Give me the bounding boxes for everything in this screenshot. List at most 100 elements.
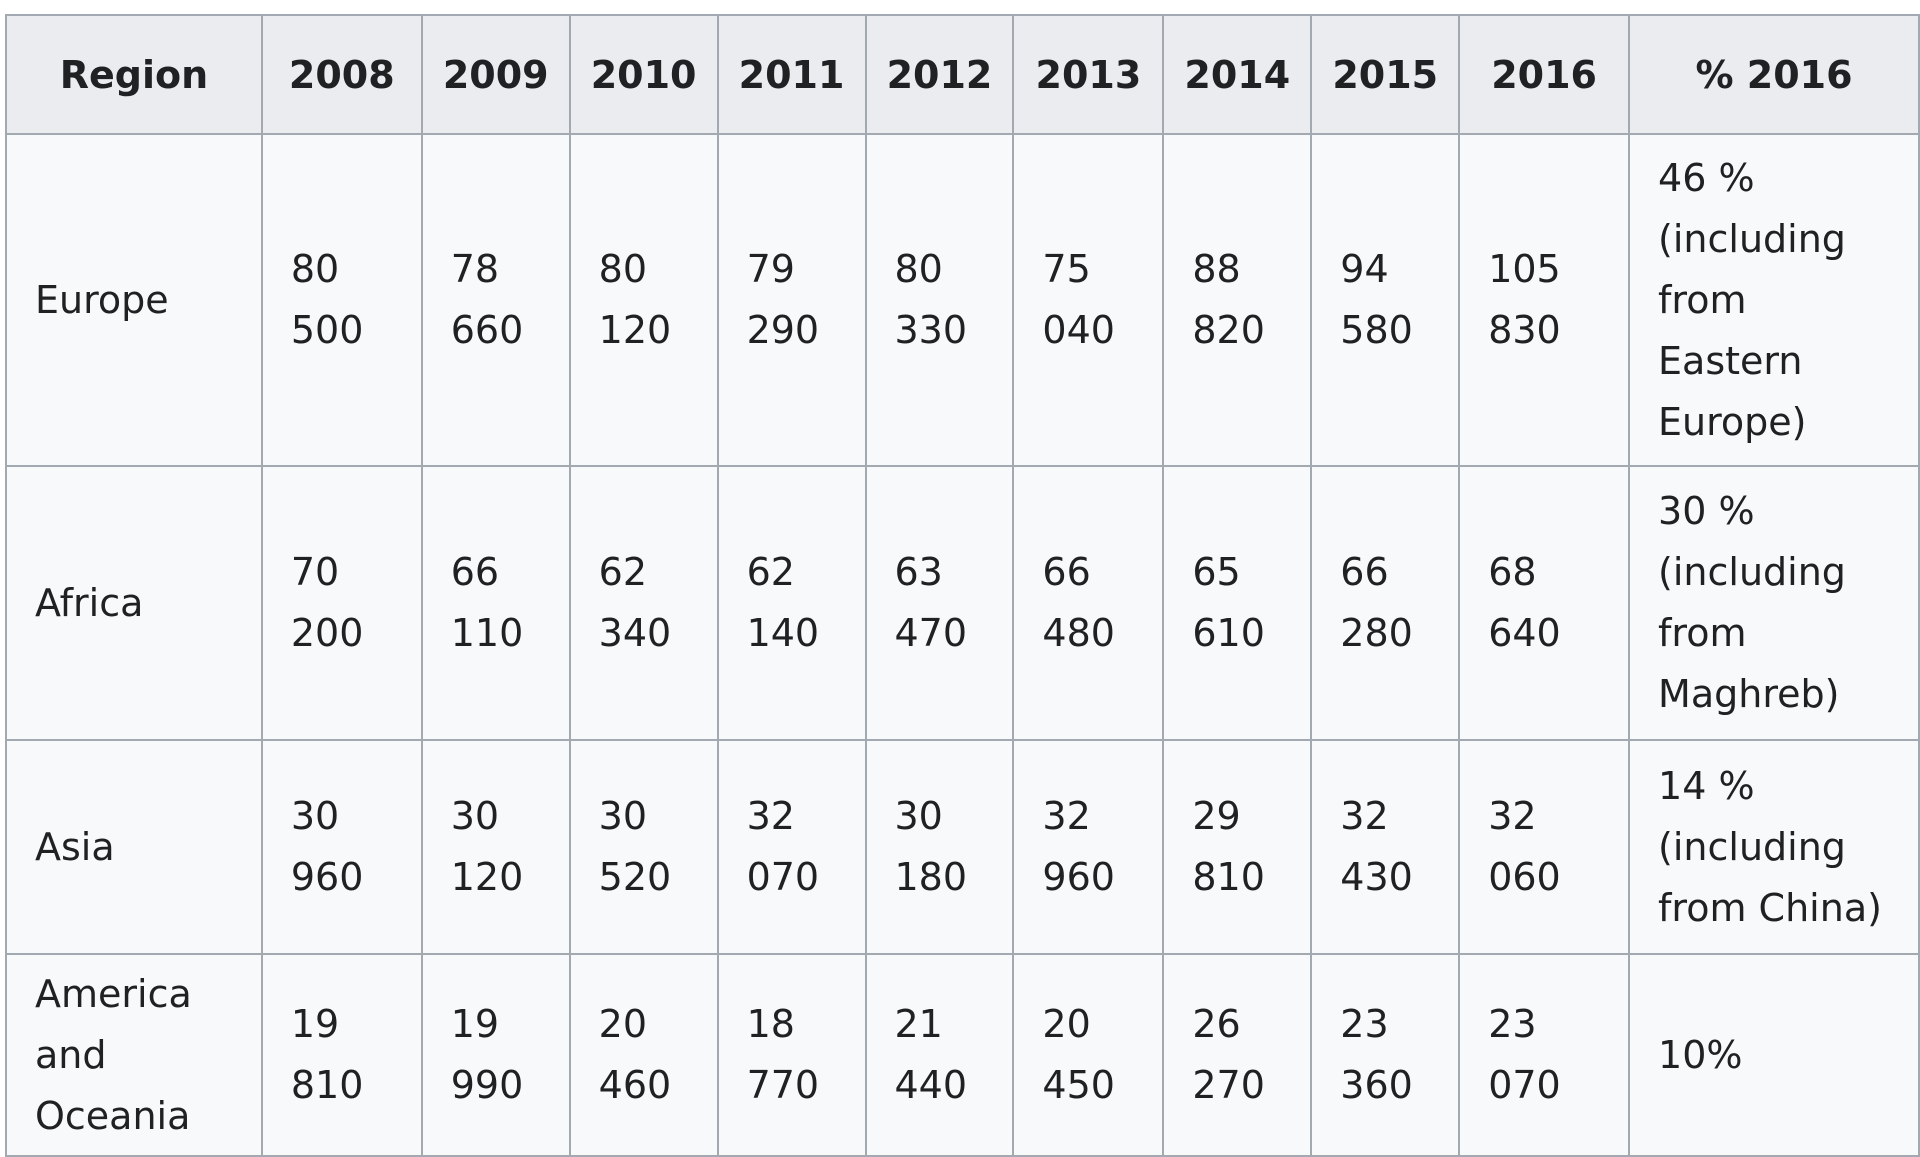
value-cell: 26 270 [1162,953,1313,1157]
region-cell: America and Oceania [5,953,263,1157]
region-label: Europe [35,277,169,322]
header-row: Region 2008 2009 2010 2011 2012 2013 201… [5,14,1920,135]
value-cell: 66 280 [1310,465,1461,741]
value-cell: 78 660 [420,133,571,467]
value-cell: 30 960 [260,739,423,955]
value-cell: 23 360 [1310,953,1461,1157]
value-cell: 20 460 [568,953,719,1157]
region-cell: Europe [5,133,263,467]
value-text: 21 440 [894,1002,968,1107]
region-cell: Africa [5,465,263,741]
value-text: 75 040 [1042,247,1115,352]
value-cell: 62 340 [568,465,719,741]
value-text: 19 810 [290,1002,364,1107]
header-cell-2016: 2016 [1458,14,1631,135]
value-cell: 63 470 [864,465,1015,741]
value-text: 26 270 [1192,1002,1265,1107]
header-cell-2009: 2009 [420,14,571,135]
value-text: 63 470 [894,550,968,655]
value-cell: 30 180 [864,739,1015,955]
share-cell: 46 % (including from Eastern Europe) [1628,133,1920,467]
header-cell-2014: 2014 [1162,14,1313,135]
value-cell: 32 960 [1012,739,1165,955]
table-body: Europe 80 500 78 660 80 120 79 290 80 33… [5,133,1920,1157]
value-text: 65 610 [1192,550,1265,655]
region-label: Asia [35,824,115,869]
share-text: 30 % (including from Maghreb) [1658,489,1846,716]
value-text: 30 520 [598,794,672,899]
value-text: 62 340 [598,550,672,655]
value-cell: 66 110 [420,465,571,741]
value-text: 29 810 [1192,794,1265,899]
value-cell: 66 480 [1012,465,1165,741]
table-row: America and Oceania 19 810 19 990 20 460… [5,953,1920,1157]
value-text: 62 140 [746,550,820,655]
value-text: 66 480 [1042,550,1115,655]
value-text: 23 360 [1340,1002,1413,1107]
region-data-table: Region 2008 2009 2010 2011 2012 2013 201… [5,14,1920,1157]
share-text: 14 % (including from China) [1658,763,1882,930]
value-text: 70 200 [290,550,364,655]
value-cell: 32 060 [1458,739,1631,955]
value-cell: 80 500 [260,133,423,467]
value-cell: 21 440 [864,953,1015,1157]
value-cell: 94 580 [1310,133,1461,467]
value-text: 94 580 [1340,247,1413,352]
value-text: 20 450 [1042,1002,1115,1107]
table-header: Region 2008 2009 2010 2011 2012 2013 201… [5,14,1920,135]
value-text: 80 500 [290,247,364,352]
value-cell: 88 820 [1162,133,1313,467]
value-text: 23 070 [1488,1002,1561,1107]
share-text: 46 % (including from Eastern Europe) [1658,155,1846,444]
value-cell: 105 830 [1458,133,1631,467]
value-cell: 65 610 [1162,465,1313,741]
table-row: Africa 70 200 66 110 62 340 62 140 63 47… [5,465,1920,741]
region-cell: Asia [5,739,263,955]
value-text: 80 120 [598,247,672,352]
value-text: 30 120 [450,794,524,899]
region-label: America and Oceania [35,971,192,1138]
value-cell: 70 200 [260,465,423,741]
value-text: 80 330 [894,247,968,352]
table-row: Europe 80 500 78 660 80 120 79 290 80 33… [5,133,1920,467]
share-text: 10% [1658,1032,1743,1077]
value-cell: 19 990 [420,953,571,1157]
value-text: 66 110 [450,550,524,655]
value-text: 32 430 [1340,794,1413,899]
value-text: 68 640 [1488,550,1561,655]
value-cell: 19 810 [260,953,423,1157]
value-cell: 29 810 [1162,739,1313,955]
value-text: 18 770 [746,1002,820,1107]
value-cell: 30 120 [420,739,571,955]
value-text: 78 660 [450,247,524,352]
share-cell: 30 % (including from Maghreb) [1628,465,1920,741]
value-cell: 68 640 [1458,465,1631,741]
data-table-container: Region 2008 2009 2010 2011 2012 2013 201… [5,14,1920,1157]
value-cell: 79 290 [716,133,867,467]
header-cell-region: Region [5,14,263,135]
header-cell-2012: 2012 [864,14,1015,135]
value-cell: 32 070 [716,739,867,955]
region-label: Africa [35,580,144,625]
header-cell-2010: 2010 [568,14,719,135]
value-cell: 23 070 [1458,953,1631,1157]
value-text: 30 960 [290,794,364,899]
header-cell-2008: 2008 [260,14,423,135]
value-cell: 80 120 [568,133,719,467]
value-cell: 80 330 [864,133,1015,467]
value-text: 66 280 [1340,550,1413,655]
value-cell: 30 520 [568,739,719,955]
value-text: 20 460 [598,1002,672,1107]
value-text: 88 820 [1192,247,1265,352]
value-text: 32 070 [746,794,820,899]
value-cell: 32 430 [1310,739,1461,955]
share-cell: 14 % (including from China) [1628,739,1920,955]
header-cell-2013: 2013 [1012,14,1165,135]
value-cell: 62 140 [716,465,867,741]
value-text: 32 060 [1488,794,1561,899]
share-cell: 10% [1628,953,1920,1157]
header-cell-percent-2016: % 2016 [1628,14,1920,135]
value-cell: 18 770 [716,953,867,1157]
table-row: Asia 30 960 30 120 30 520 32 070 30 180 … [5,739,1920,955]
value-text: 79 290 [746,247,820,352]
